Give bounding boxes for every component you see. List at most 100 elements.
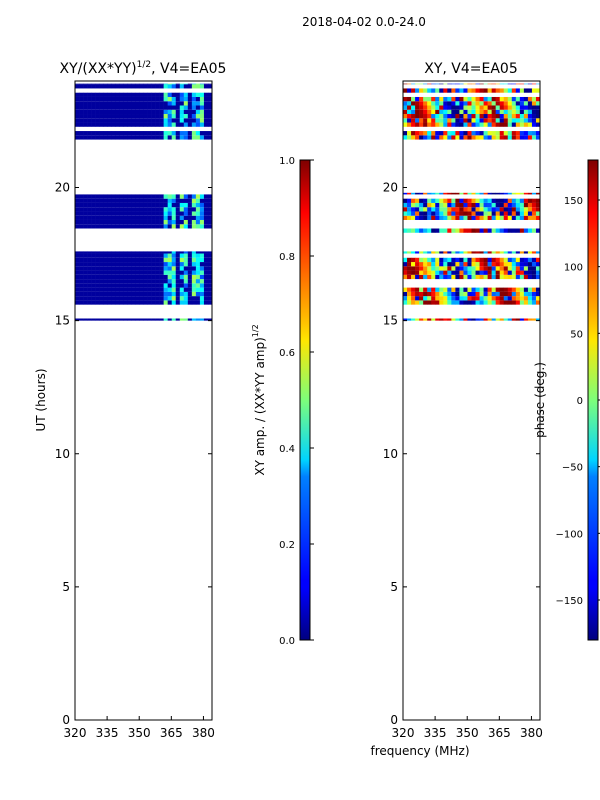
amplitude-heatmap-cell	[91, 135, 96, 140]
phase-heatmap-cell	[463, 198, 468, 203]
amplitude-heatmap-cell	[127, 118, 132, 123]
amplitude-heatmap-cell	[131, 266, 136, 271]
phase-heatmap-cell	[415, 270, 420, 275]
phase-heatmap-cell	[403, 262, 408, 267]
amplitude-heatmap-cell	[163, 318, 168, 321]
amplitude-heatmap-cell	[127, 84, 132, 89]
amplitude-heatmap-cell	[91, 131, 96, 136]
phase-heatmap-cell	[455, 198, 460, 203]
amplitude-heatmap-cell	[151, 257, 156, 263]
amplitude-heatmap-cell	[147, 270, 152, 275]
amplitude-heatmap-cell	[103, 118, 108, 123]
phase-heatmap-cell	[455, 211, 460, 216]
amplitude-heatmap-cell	[99, 270, 104, 275]
amplitude-heatmap-cell	[91, 253, 96, 258]
amplitude-heatmap-cell	[183, 219, 189, 225]
phase-heatmap-cell	[499, 228, 505, 233]
amplitude-xticks: 320 335 350 365 380	[64, 716, 215, 740]
phase-heatmap-cell	[499, 101, 505, 106]
amplitude-heatmap-cell	[135, 118, 140, 123]
amplitude-heatmap-cell	[203, 135, 209, 140]
amplitude-heatmap-cell	[187, 118, 193, 123]
phase-heatmap-cell	[527, 131, 533, 136]
phase-heatmap-cell	[467, 83, 472, 85]
amplitude-heatmap-cell	[195, 122, 201, 127]
amplitude-heatmap-cell	[127, 251, 132, 254]
phase-heatmap-cell	[435, 105, 440, 110]
amplitude-heatmap-cell	[127, 266, 132, 271]
phase-heatmap-cell	[447, 228, 452, 233]
amplitude-heatmap-cell	[91, 83, 96, 85]
phase-heatmap-cell	[471, 192, 476, 195]
amplitude-heatmap-cell	[191, 283, 197, 288]
amplitude-heatmap-cell	[191, 114, 197, 119]
amplitude-heatmap-cell	[163, 224, 168, 229]
amplitude-heatmap-cell	[207, 84, 213, 89]
phase-heatmap-cell	[439, 83, 444, 85]
amplitude-heatmap-cell	[103, 122, 108, 127]
amplitude-heatmap-cell	[199, 211, 205, 216]
phase-heatmap-cell	[507, 257, 513, 263]
amplitude-heatmap-cell	[95, 270, 100, 275]
phase-heatmap-cell	[451, 211, 456, 216]
phase-heatmap-cell	[467, 207, 472, 212]
phase-heatmap-cell	[527, 105, 533, 110]
phase-heatmap-cell	[511, 274, 517, 280]
amplitude-heatmap-cell	[99, 279, 104, 284]
amplitude-heatmap-cell	[87, 274, 92, 280]
amplitude-heatmap-cell	[155, 253, 160, 258]
amplitude-heatmap-cell	[175, 131, 181, 136]
amplitude-heatmap-cell	[75, 84, 80, 89]
phase-heatmap-cell	[471, 211, 476, 216]
amplitude-heatmap-cell	[159, 211, 164, 216]
phase-heatmap-cell	[447, 105, 452, 110]
amplitude-heatmap-cell	[183, 105, 189, 110]
phase-heatmap-cell	[531, 192, 537, 195]
amplitude-heatmap-cell	[119, 251, 124, 254]
phase-heatmap-cell	[487, 215, 492, 220]
amplitude-heatmap-cell	[139, 84, 144, 89]
phase-heatmap-cell	[431, 270, 436, 275]
amplitude-heatmap-cell	[187, 105, 193, 110]
amplitude-heatmap-cell	[151, 101, 156, 106]
phase-heatmap-cell	[483, 192, 488, 195]
phase-heatmap-cell	[467, 101, 472, 106]
amplitude-heatmap-cell	[111, 318, 116, 321]
amplitude-heatmap-cell	[183, 194, 189, 199]
phase-heatmap-cell	[475, 101, 480, 106]
amplitude-heatmap-cell	[95, 287, 100, 292]
amplitude-heatmap-cell	[91, 296, 96, 301]
amplitude-heatmap-cell	[99, 215, 104, 220]
phase-heatmap-cell	[427, 318, 432, 321]
phase-heatmap-cell	[527, 266, 533, 271]
amplitude-heatmap-cell	[171, 92, 177, 97]
amplitude-heatmap-cell	[147, 135, 152, 140]
amplitude-heatmap-cell	[151, 202, 156, 208]
phase-heatmap-cell	[475, 270, 480, 275]
amplitude-heatmap-cell	[87, 198, 92, 203]
phase-heatmap-cell	[435, 118, 440, 123]
amplitude-heatmap-cell	[135, 270, 140, 275]
phase-heatmap-cell	[443, 207, 448, 212]
amplitude-heatmap-cell	[203, 219, 209, 225]
amplitude-heatmap-cell	[75, 101, 80, 106]
amplitude-heatmap-cell	[151, 135, 156, 140]
phase-heatmap-cell	[495, 291, 501, 297]
amplitude-heatmap-cell	[139, 131, 144, 136]
phase-heatmap-cell	[495, 296, 501, 301]
amplitude-heatmap-cell	[147, 109, 152, 115]
amplitude-heatmap-cell	[135, 109, 140, 115]
amplitude-heatmap-cell	[155, 283, 160, 288]
phase-colorbar-tick-label: 100	[564, 263, 583, 274]
amplitude-heatmap-cell	[167, 215, 173, 220]
phase-heatmap-cell	[531, 101, 537, 106]
phase-heatmap-cell	[467, 122, 472, 127]
amplitude-heatmap-cell	[191, 219, 197, 225]
phase-heatmap-cell	[487, 198, 492, 203]
amplitude-heatmap-cell	[155, 215, 160, 220]
phase-heatmap-cell	[427, 262, 432, 267]
amplitude-heatmap-cell	[87, 283, 92, 288]
amplitude-heatmap-cell	[147, 251, 152, 254]
amplitude-heatmap-cell	[87, 114, 92, 119]
